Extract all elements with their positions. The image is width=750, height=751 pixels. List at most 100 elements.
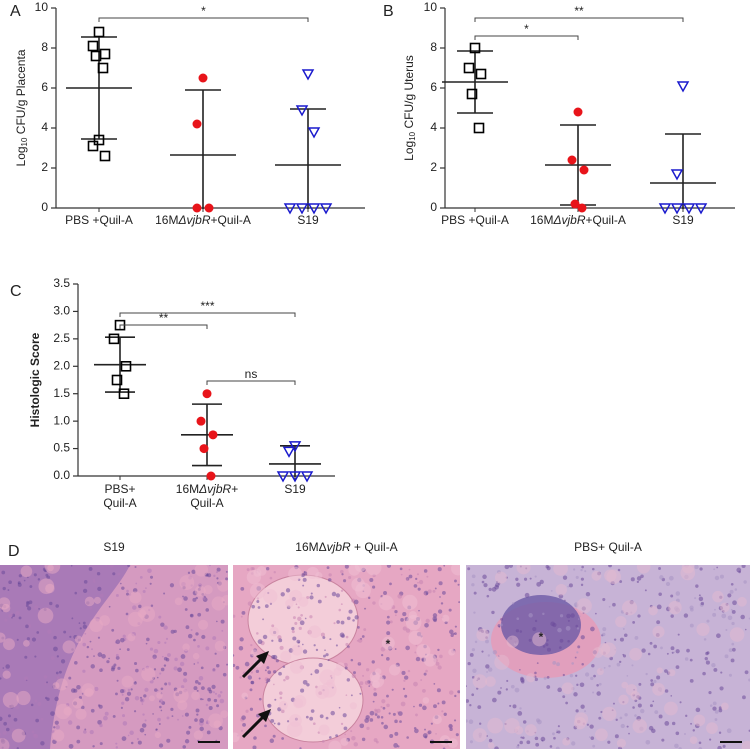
y-tick-label: 2: [41, 160, 48, 174]
micrograph-title-part: S19: [103, 540, 125, 554]
nucleus: [519, 668, 521, 671]
nucleus: [471, 693, 475, 697]
nucleus: [619, 660, 622, 664]
nucleus: [292, 616, 296, 620]
nucleus: [235, 665, 240, 670]
data-point: [573, 107, 583, 117]
nucleus: [512, 704, 517, 709]
y-tick-label: 2.5: [53, 331, 70, 345]
nucleus: [474, 640, 478, 644]
data-point: [570, 199, 580, 209]
nucleus: [195, 632, 199, 636]
cell: [524, 724, 537, 736]
nucleus: [233, 614, 236, 618]
nucleus: [279, 696, 283, 700]
data-point: [196, 416, 206, 426]
nucleus: [454, 632, 457, 636]
cell: [182, 643, 190, 651]
nucleus: [34, 605, 39, 610]
nucleus: [10, 612, 14, 616]
cell: [562, 737, 571, 746]
nucleus: [214, 652, 217, 655]
nucleus: [96, 571, 101, 576]
nucleus: [23, 579, 26, 582]
nucleus: [386, 631, 391, 636]
nucleus: [54, 696, 59, 702]
significance-label: ***: [200, 299, 214, 313]
cell: [148, 695, 155, 702]
nucleus: [341, 573, 344, 576]
nucleus: [97, 636, 101, 639]
nucleus: [30, 703, 34, 707]
cell: [221, 594, 228, 606]
nucleus: [115, 594, 119, 597]
nucleus: [262, 634, 268, 640]
nucleus: [281, 709, 285, 714]
nucleus: [212, 668, 216, 672]
nucleus: [425, 669, 428, 673]
cell: [315, 685, 330, 699]
nucleus: [556, 662, 560, 667]
nucleus: [674, 743, 679, 749]
nucleus: [467, 567, 471, 571]
nucleus: [600, 710, 603, 714]
nucleus: [624, 713, 628, 717]
nucleus: [434, 587, 437, 590]
data-point: [295, 203, 309, 215]
y-tick-label: 6: [430, 80, 437, 94]
micrograph-annotation: *: [539, 630, 544, 644]
cell: [689, 736, 698, 744]
nucleus: [76, 739, 81, 744]
nucleus: [573, 568, 576, 571]
nucleus: [105, 565, 108, 567]
nucleus: [119, 688, 125, 694]
nucleus: [37, 578, 41, 581]
nucleus: [205, 703, 209, 707]
nucleus: [630, 577, 635, 582]
x-tick-label-part: S19: [297, 213, 319, 227]
nucleus: [273, 722, 276, 725]
nucleus: [336, 620, 340, 624]
nucleus: [728, 648, 733, 653]
nucleus: [437, 609, 443, 614]
nucleus: [195, 596, 198, 600]
nucleus: [335, 593, 341, 598]
cell: [448, 648, 456, 656]
nucleus: [543, 676, 547, 680]
nucleus: [124, 696, 130, 702]
nucleus: [589, 724, 594, 729]
nucleus: [408, 574, 413, 579]
cell: [487, 742, 495, 749]
nucleus: [74, 591, 78, 595]
arrow-head: [258, 709, 271, 722]
y-tick-label: 4: [41, 120, 48, 134]
nucleus: [295, 603, 298, 606]
nucleus: [413, 727, 417, 730]
significance-bracket: [474, 17, 684, 22]
significance-label: **: [574, 4, 584, 18]
nucleus: [158, 723, 161, 725]
cell: [306, 566, 319, 579]
nucleus: [539, 579, 544, 585]
nucleus: [258, 697, 262, 701]
cell: [308, 625, 321, 639]
nucleus: [743, 580, 747, 584]
nucleus: [570, 613, 575, 618]
nucleus: [348, 575, 352, 580]
cell: [84, 596, 95, 607]
nucleus: [58, 670, 62, 674]
nucleus: [519, 707, 522, 710]
nucleus: [608, 605, 611, 608]
nucleus: [569, 673, 574, 678]
nucleus: [369, 710, 375, 716]
nucleus: [726, 728, 732, 734]
nucleus: [730, 658, 735, 663]
data-point: [111, 374, 123, 386]
nucleus: [256, 632, 259, 635]
nucleus: [638, 682, 642, 686]
cell: [652, 625, 665, 638]
nucleus: [8, 580, 12, 585]
y-axis-label-part: Log: [402, 141, 416, 161]
nucleus: [432, 589, 436, 593]
nucleus: [418, 579, 424, 585]
